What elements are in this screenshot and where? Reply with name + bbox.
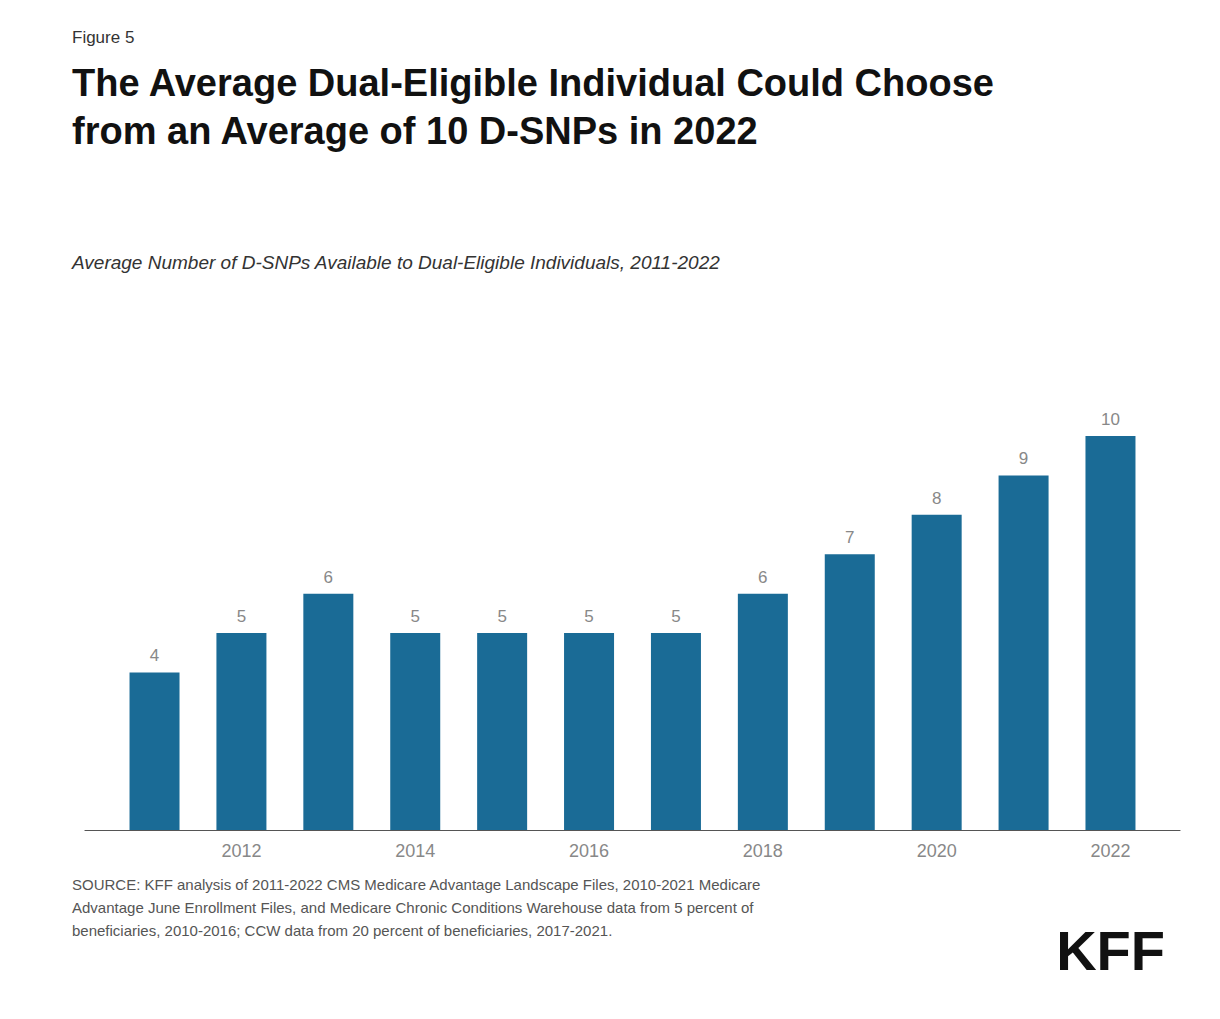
svg-text:10: 10: [1101, 410, 1120, 429]
svg-text:5: 5: [584, 607, 593, 626]
svg-text:5: 5: [671, 607, 680, 626]
svg-text:Figure 5: Figure 5: [72, 28, 134, 47]
svg-text:2020: 2020: [917, 841, 957, 861]
svg-text:6: 6: [758, 568, 767, 587]
svg-text:7: 7: [845, 528, 854, 547]
svg-text:6: 6: [324, 568, 333, 587]
svg-text:2016: 2016: [569, 841, 609, 861]
svg-text:9: 9: [1019, 449, 1028, 468]
svg-text:2012: 2012: [221, 841, 261, 861]
svg-text:4: 4: [150, 646, 159, 665]
svg-text:Average Number of D-SNPs Avail: Average Number of D-SNPs Available to Du…: [71, 252, 720, 273]
svg-text:5: 5: [237, 607, 246, 626]
svg-text:beneficiaries, 2010-2016; CCW: beneficiaries, 2010-2016; CCW data from …: [72, 922, 612, 939]
svg-text:5: 5: [497, 607, 506, 626]
svg-text:SOURCE: KFF analysis of 2011-2: SOURCE: KFF analysis of 2011-2022 CMS Me…: [72, 876, 760, 893]
svg-text:2014: 2014: [395, 841, 435, 861]
svg-text:5: 5: [411, 607, 420, 626]
svg-text:The Average Dual-Eligible Indi: The Average Dual-Eligible Individual Cou…: [72, 62, 994, 104]
svg-text:8: 8: [932, 489, 941, 508]
svg-text:Advantage June Enrollment File: Advantage June Enrollment Files, and Med…: [72, 899, 754, 916]
svg-text:2018: 2018: [743, 841, 783, 861]
svg-text:2022: 2022: [1090, 841, 1130, 861]
svg-text:KFF: KFF: [1056, 919, 1165, 982]
svg-text:from an Average of 10 D-SNPs i: from an Average of 10 D-SNPs in 2022: [72, 110, 758, 152]
